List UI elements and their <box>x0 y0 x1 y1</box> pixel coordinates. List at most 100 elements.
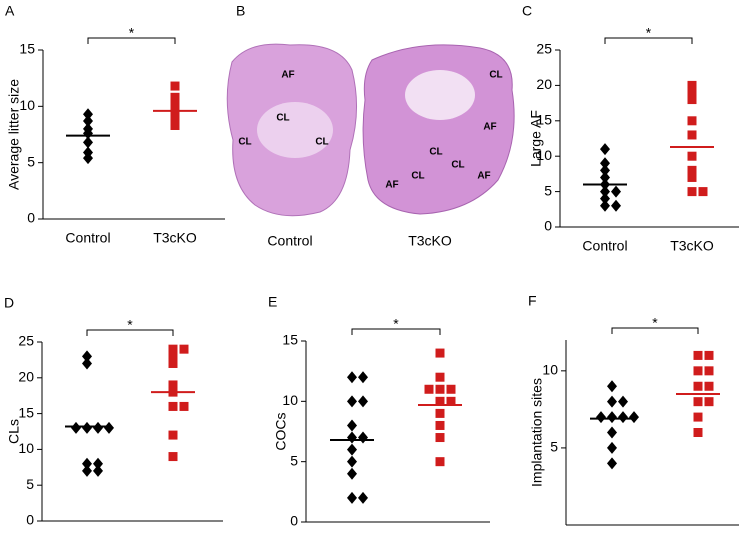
data-point <box>435 433 445 443</box>
significance-bracket <box>87 37 176 44</box>
y-tick-label: 10 <box>536 147 552 163</box>
y-axis-label: Large AF <box>528 110 544 167</box>
data-point <box>693 381 703 391</box>
data-point <box>435 372 445 382</box>
data-point <box>424 384 434 394</box>
data-point <box>93 421 103 434</box>
data-point <box>170 81 180 91</box>
tissue-region <box>257 102 333 158</box>
data-point <box>446 396 456 406</box>
data-point <box>83 114 93 127</box>
data-point <box>693 366 703 376</box>
data-point <box>170 92 180 102</box>
data-point <box>600 199 610 212</box>
data-point <box>82 357 92 370</box>
data-point <box>170 110 180 120</box>
y-tick-label: 5 <box>27 153 35 169</box>
data-point <box>170 120 180 130</box>
data-point <box>358 371 368 384</box>
data-point <box>347 371 357 384</box>
tissue-label: CL <box>276 113 289 124</box>
significance-bracket <box>86 329 174 336</box>
y-tick-label: 5 <box>290 452 298 468</box>
y-axis-label: CLs <box>6 419 22 444</box>
data-point <box>618 395 628 408</box>
data-point <box>611 185 621 198</box>
x-tick-label: Control <box>582 238 627 254</box>
y-tick-label: 10 <box>542 362 558 378</box>
panel-letter: F <box>528 293 537 309</box>
data-point <box>607 441 617 454</box>
data-point <box>347 419 357 432</box>
significance-bracket <box>611 327 699 334</box>
tissue-label: AF <box>281 70 294 81</box>
data-point <box>168 344 178 354</box>
data-point <box>687 80 697 90</box>
data-point <box>83 152 93 165</box>
x-tick-label: T3cKO <box>670 238 714 254</box>
data-point <box>104 421 114 434</box>
tissue-label: AF <box>385 180 398 191</box>
x-tick-label: Control <box>65 230 110 246</box>
significance-label: * <box>652 315 658 331</box>
y-axis-label: COCs <box>273 412 289 450</box>
data-point <box>704 366 714 376</box>
y-tick-label: 15 <box>18 404 34 420</box>
data-point <box>693 428 703 437</box>
data-point <box>435 396 445 406</box>
y-tick-label: 5 <box>26 476 34 492</box>
panel-letter: E <box>268 294 277 310</box>
data-point <box>607 426 617 439</box>
data-point <box>446 384 456 394</box>
data-point <box>93 457 103 470</box>
y-tick-label: 15 <box>282 332 298 348</box>
data-point <box>168 351 178 361</box>
data-point <box>607 411 617 424</box>
tissue-label: AF <box>483 122 496 133</box>
data-point <box>435 408 445 418</box>
significance-label: * <box>393 316 399 332</box>
data-point <box>600 192 610 205</box>
y-tick-label: 5 <box>544 182 552 198</box>
data-point <box>704 381 714 391</box>
data-point <box>596 411 606 424</box>
data-point <box>83 136 93 149</box>
data-point <box>358 491 368 504</box>
y-tick-label: 15 <box>536 112 552 128</box>
data-point <box>170 99 180 109</box>
data-point <box>600 171 610 184</box>
tissue-label: CL <box>238 137 251 148</box>
significance-label: * <box>127 317 133 333</box>
data-point <box>687 172 697 182</box>
significance-bracket <box>604 37 693 44</box>
data-point <box>82 457 92 470</box>
data-point <box>600 164 610 177</box>
data-point <box>83 108 93 121</box>
data-point <box>347 431 357 444</box>
data-point <box>704 397 714 407</box>
y-tick-label: 20 <box>536 76 552 92</box>
data-point <box>611 199 621 212</box>
y-tick-label: 25 <box>18 333 34 349</box>
data-point <box>358 431 368 444</box>
data-point <box>687 116 697 126</box>
x-tick-label: T3cKO <box>153 230 197 246</box>
data-point <box>435 420 445 430</box>
image-caption: Control <box>267 233 312 249</box>
data-point <box>687 151 697 161</box>
data-point <box>168 380 178 390</box>
ovary-t3cko <box>362 44 515 215</box>
y-tick-label: 20 <box>18 369 34 385</box>
data-point <box>347 491 357 504</box>
data-point <box>687 95 697 105</box>
data-point <box>347 395 357 408</box>
data-point <box>347 455 357 468</box>
data-point <box>687 187 697 197</box>
data-point <box>347 443 357 456</box>
data-point <box>347 467 357 480</box>
data-point <box>600 157 610 170</box>
data-point <box>607 380 617 393</box>
y-tick-label: 10 <box>282 392 298 408</box>
data-point <box>693 397 703 407</box>
